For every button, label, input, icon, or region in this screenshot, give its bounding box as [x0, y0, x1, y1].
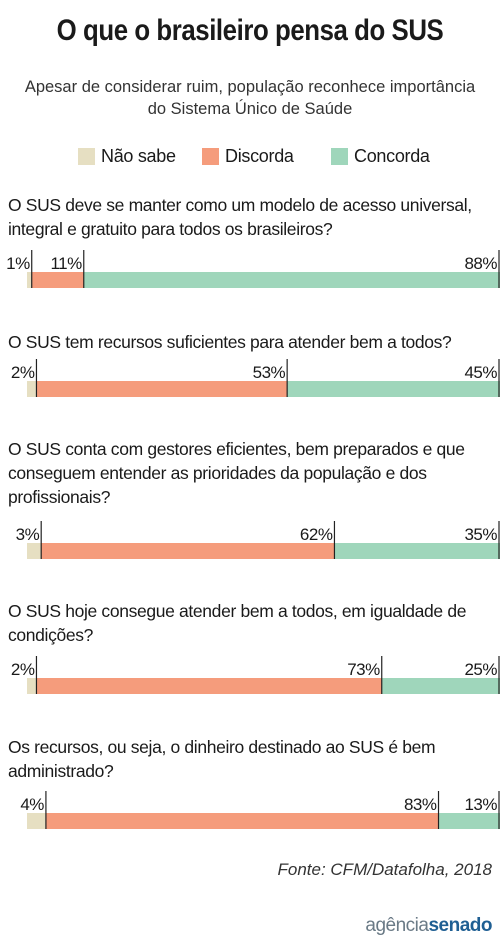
legend-swatch-discorda [202, 147, 219, 165]
bar-discorda [31, 272, 84, 288]
legend-item-concorda: Concorda [331, 144, 430, 168]
bar-discorda [36, 381, 288, 397]
source-note: Fonte: CFM/Datafolha, 2018 [277, 860, 492, 879]
label-nao-sabe: 4% [20, 795, 44, 814]
agencia-senado-logo: agênciasenado [365, 915, 492, 937]
label-concorda: 13% [464, 795, 497, 814]
bar-discorda [45, 813, 439, 829]
label-discorda: 53% [253, 363, 286, 382]
bar-nao-sabe [27, 678, 37, 694]
label-concorda: 88% [464, 254, 497, 273]
label-concorda: 45% [464, 363, 497, 382]
label-nao-sabe: 1% [6, 254, 30, 273]
question-text: O SUS tem recursos suficientes para aten… [8, 332, 452, 352]
label-discorda: 62% [300, 525, 333, 544]
legend-label-discorda: Discorda [225, 145, 294, 166]
bar-concorda [287, 381, 500, 397]
label-discorda: 11% [50, 254, 82, 273]
bar-nao-sabe [27, 543, 42, 559]
question-text: O SUS conta com gestores eficientes, bem… [8, 439, 465, 507]
bar-nao-sabe [27, 381, 37, 397]
legend-swatch-nao-sabe [78, 147, 95, 165]
label-nao-sabe: 2% [11, 660, 35, 679]
legend-label-nao-sabe: Não sabe [101, 145, 176, 166]
label-concorda: 35% [464, 525, 497, 544]
bar-concorda [381, 678, 500, 694]
question-text: O SUS hoje consegue atender bem a todos,… [8, 601, 467, 645]
label-concorda: 25% [464, 660, 497, 679]
label-discorda: 73% [347, 660, 380, 679]
legend: Não sabe Discorda Concorda [0, 144, 500, 168]
legend-swatch-concorda [331, 147, 348, 165]
bar-concorda [438, 813, 500, 829]
label-nao-sabe: 2% [11, 363, 35, 382]
bar-discorda [41, 543, 335, 559]
label-discorda: 83% [404, 795, 437, 814]
bar-nao-sabe [27, 813, 46, 829]
page-title: O que o brasileiro pensa do SUS [56, 14, 444, 47]
legend-item-discorda: Discorda [202, 144, 294, 168]
bar-concorda [83, 272, 500, 288]
logo-part-1: agência [365, 915, 429, 936]
question-text: O SUS deve se manter como um modelo de a… [8, 195, 472, 239]
bar-concorda [334, 543, 500, 559]
bar-nao-sabe [27, 272, 32, 288]
page-subtitle: Apesar de considerar ruim, população rec… [24, 78, 476, 118]
legend-label-concorda: Concorda [354, 145, 430, 166]
bar-discorda [36, 678, 382, 694]
question-text: Os recursos, ou seja, o dinheiro destina… [8, 737, 436, 781]
logo-part-2: senado [428, 915, 492, 936]
legend-item-nao-sabe: Não sabe [78, 144, 176, 168]
label-nao-sabe: 3% [16, 525, 40, 544]
